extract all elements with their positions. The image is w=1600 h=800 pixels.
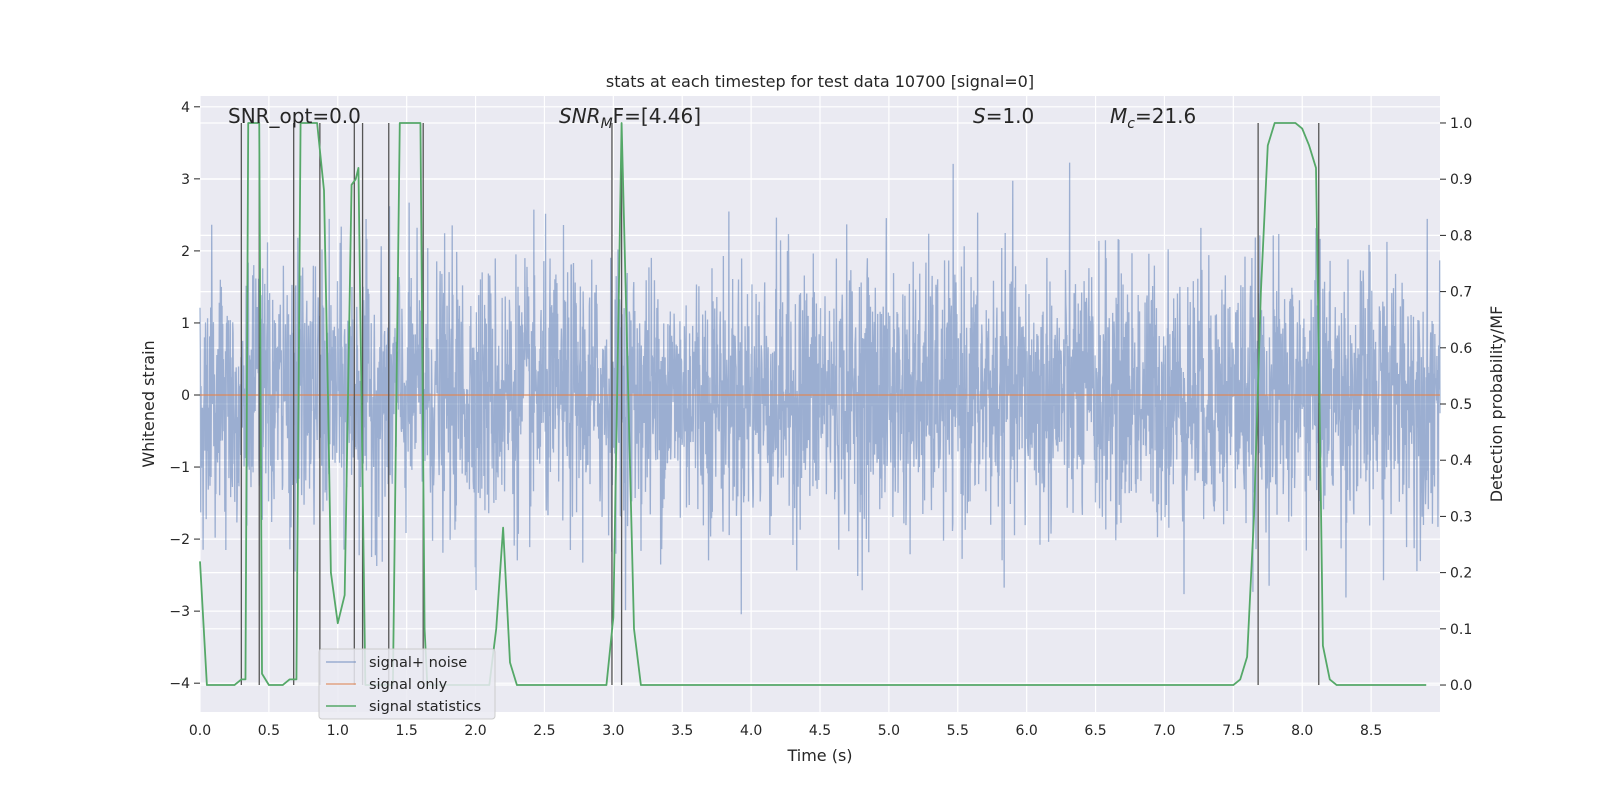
x-tick-label: 7.5	[1222, 723, 1244, 739]
y2-tick-label: 0.9	[1450, 172, 1472, 188]
y-tick-label: −3	[169, 604, 190, 620]
x-tick-label: 5.0	[878, 723, 900, 739]
x-axis-ticks: 0.0 0.5 1.0 1.5 2.0 2.5 3.0 3.5 4.0 4.5 5.0 5.5 6.0 6…	[189, 723, 1382, 739]
legend-label-signal-noise: signal+ noise	[369, 655, 467, 671]
x-tick-label: 7.0	[1153, 723, 1175, 739]
annotation-mc: Mc=21.6	[1110, 104, 1196, 132]
signal-noise-series	[199, 162, 1441, 615]
chart-title: stats at each timestep for test data 107…	[606, 72, 1034, 91]
x-tick-label: 8.5	[1360, 723, 1382, 739]
legend: signal+ noise signal only signal statist…	[318, 648, 496, 720]
y-axis-label: Whitened strain	[139, 340, 158, 467]
y2-tick-label: 0.7	[1450, 285, 1472, 301]
x-tick-label: 4.5	[809, 723, 831, 739]
y-tick-label: −4	[169, 676, 190, 692]
legend-label-signal-statistics: signal statistics	[369, 699, 481, 715]
y2-tick-label: 0.3	[1450, 509, 1472, 525]
signal-noise-line	[199, 162, 1441, 615]
x-tick-label: 1.5	[396, 723, 418, 739]
x-tick-label: 3.0	[602, 723, 624, 739]
legend-box	[318, 648, 496, 720]
y-tick-label: 4	[181, 100, 190, 116]
y-tick-label: −1	[169, 460, 190, 476]
y-axis-ticks: 4 3 2 1 0 −1 −2 −3 −4	[169, 100, 200, 692]
legend-label-signal-only: signal only	[369, 677, 448, 693]
x-tick-label: 8.0	[1291, 723, 1313, 739]
y-tick-label: −2	[169, 532, 190, 548]
x-tick-label: 6.0	[1016, 723, 1038, 739]
y-tick-label: 0	[181, 388, 190, 404]
y2-tick-label: 0.6	[1450, 341, 1472, 357]
y2-tick-label: 0.4	[1450, 453, 1472, 469]
x-tick-label: 6.5	[1084, 723, 1106, 739]
y2-tick-label: 0.1	[1450, 622, 1472, 638]
x-tick-label: 5.5	[947, 723, 969, 739]
x-tick-label: 1.0	[327, 723, 349, 739]
y2-axis-ticks: 1.0 0.9 0.8 0.7 0.6 0.5 0.4 0.3 0.2 0.1 0.0	[1440, 116, 1472, 694]
y2-tick-label: 0.2	[1450, 566, 1472, 582]
x-axis-label: Time (s)	[786, 746, 852, 765]
x-tick-label: 0.0	[189, 723, 211, 739]
y-tick-label: 1	[181, 316, 190, 332]
y2-tick-label: 0.5	[1450, 397, 1472, 413]
y2-axis-label: Detection probability/MF	[1487, 306, 1506, 503]
annotation-snr-mf: SNRMF=[4.46]	[559, 104, 701, 132]
y2-tick-label: 1.0	[1450, 116, 1472, 132]
x-tick-label: 2.5	[533, 723, 555, 739]
y-tick-label: 3	[181, 172, 190, 188]
x-tick-label: 0.5	[258, 723, 280, 739]
x-tick-label: 2.0	[464, 723, 486, 739]
annotation-s: S=1.0	[973, 104, 1034, 128]
y2-tick-label: 0.0	[1450, 678, 1472, 694]
y2-tick-label: 0.8	[1450, 228, 1472, 244]
x-tick-label: 4.0	[740, 723, 762, 739]
annotation-snr-opt: SNR_opt=0.0	[228, 104, 361, 128]
y-tick-label: 2	[181, 244, 190, 260]
x-tick-label: 3.5	[671, 723, 693, 739]
